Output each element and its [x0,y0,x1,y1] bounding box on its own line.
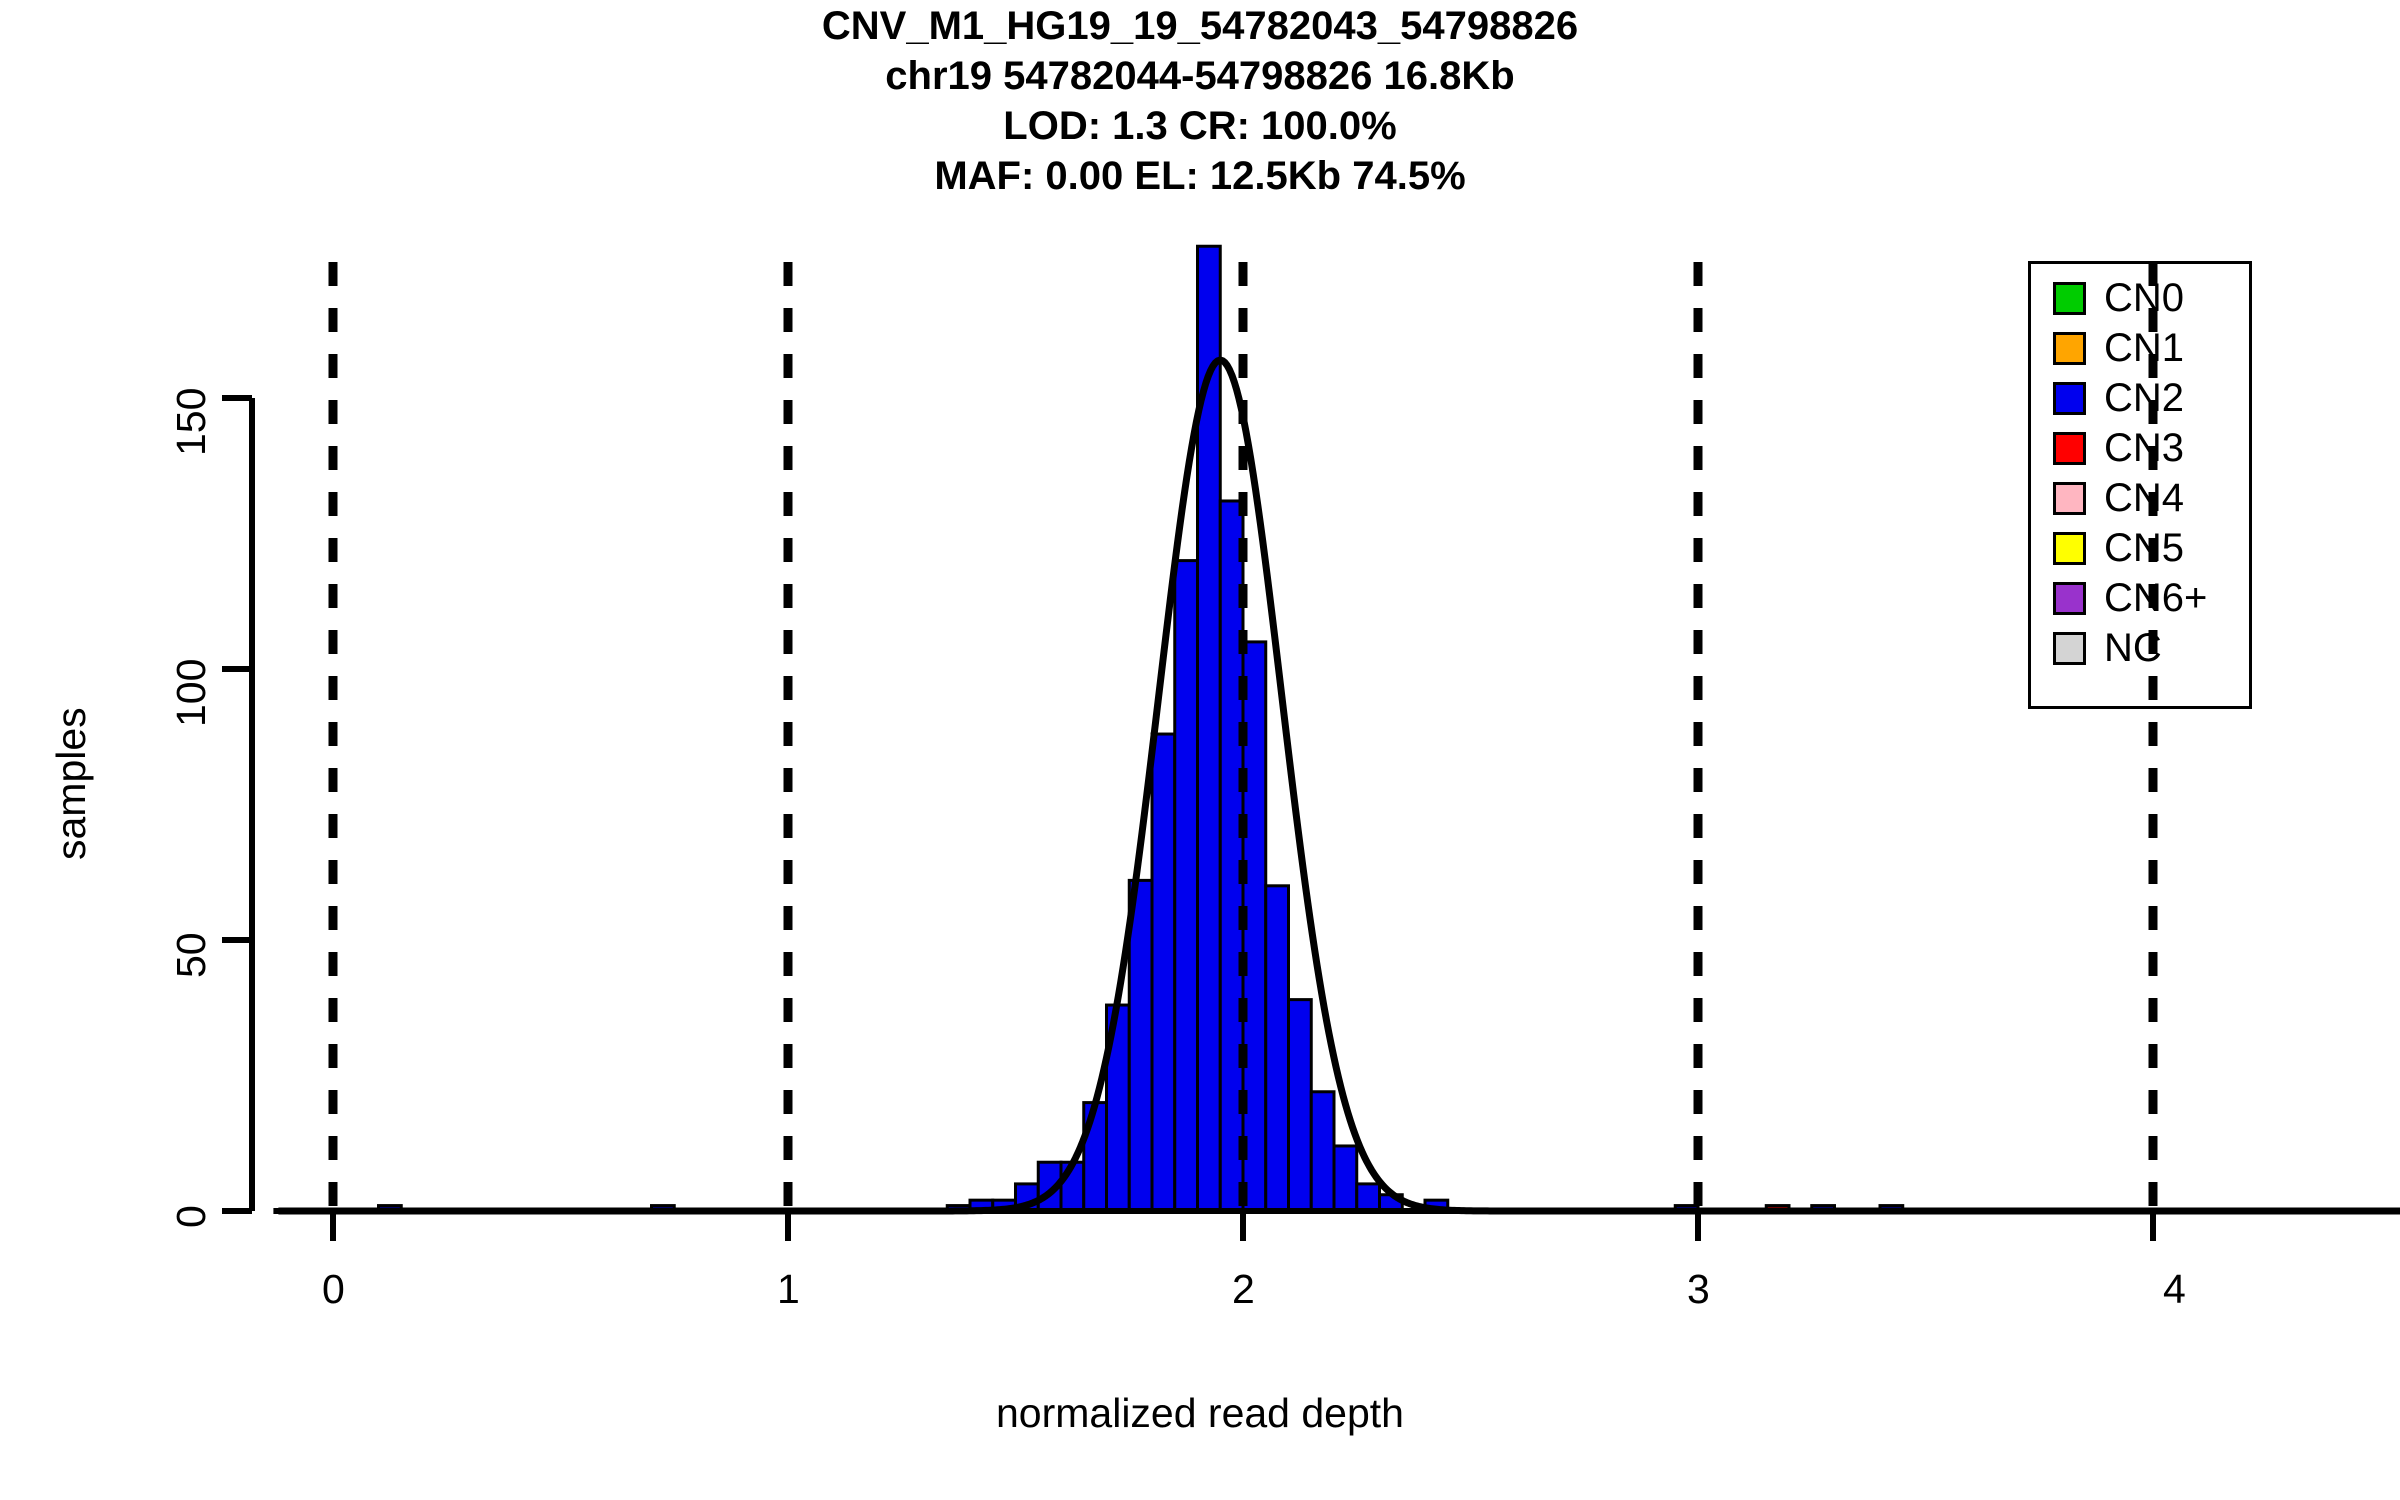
y-axis-label: samples [48,707,94,860]
legend-item-cn6plus: CN6+ [2053,576,2207,620]
histogram-bar [1173,559,1199,1213]
axis-lines [222,395,2320,1241]
legend-item-cn2: CN2 [2053,376,2184,420]
title-line-4: MAF: 0.00 EL: 12.5Kb 74.5% [934,154,1466,198]
legend-label-cn3: CN3 [2104,426,2185,470]
histogram-bar [1355,1182,1381,1213]
legend-item-cn1: CN1 [2053,326,2184,370]
legend-label-cn2: CN2 [2104,376,2185,420]
x-tick-label-2: 2 [1232,1266,1255,1312]
legend-item-cn4: CN4 [2053,476,2184,520]
legend-label-cn5: CN5 [2104,526,2185,570]
histogram-bars [377,244,1905,1213]
legend-swatch-cn2 [2053,381,2086,415]
legend-swatch-cn1 [2053,331,2086,365]
plot-title: CNV_M1_HG19_19_54782043_54798826 chr19 5… [0,6,2400,206]
legend-swatch-cn5 [2053,531,2086,565]
legend: CN0 CN1 CN2 CN3 CN4 CN5 CN6+ NC [2028,261,2252,709]
legend-swatch-nc [2053,631,2086,665]
legend-item-cn5: CN5 [2053,526,2184,570]
x-tick-label-3: 3 [1687,1266,1710,1312]
legend-label-cn1: CN1 [2104,326,2185,370]
legend-swatch-cn4 [2053,481,2086,515]
y-tick-label-0: 0 [168,1205,214,1228]
x-tick-label-0: 0 [322,1266,345,1312]
legend-label-cn6plus: CN6+ [2104,576,2208,620]
legend-swatch-cn3 [2053,431,2086,465]
legend-item-nc: NC [2053,626,2162,670]
x-axis-label: normalized read depth [996,1390,1404,1436]
histogram-bar [1332,1144,1359,1213]
histogram-bar [1287,998,1313,1213]
y-tick-label-50: 50 [168,932,214,978]
legend-item-cn3: CN3 [2053,426,2184,470]
histogram-bar [1264,884,1290,1213]
title-line-3: LOD: 1.3 CR: 100.0% [1003,104,1397,148]
legend-label-cn0: CN0 [2104,276,2185,320]
legend-label-cn4: CN4 [2104,476,2185,520]
title-line-2: chr19 54782044-54798826 16.8Kb [885,54,1515,98]
legend-label-nc: NC [2104,626,2162,670]
legend-swatch-cn6plus [2053,581,2086,615]
legend-swatch-cn0 [2053,281,2086,315]
x-tick-label-4: 4 [2163,1266,2186,1312]
legend-item-cn0: CN0 [2053,276,2184,320]
histogram-bar [1127,878,1154,1213]
x-tick-label-1: 1 [777,1266,800,1312]
copy-number-reference-lines [328,262,2158,1211]
histogram-bar [1309,1090,1336,1213]
histogram-bar [1150,732,1177,1213]
title-line-1: CNV_M1_HG19_19_54782043_54798826 [821,4,1579,48]
y-tick-label-150: 150 [168,387,214,456]
y-tick-label-100: 100 [168,658,214,727]
